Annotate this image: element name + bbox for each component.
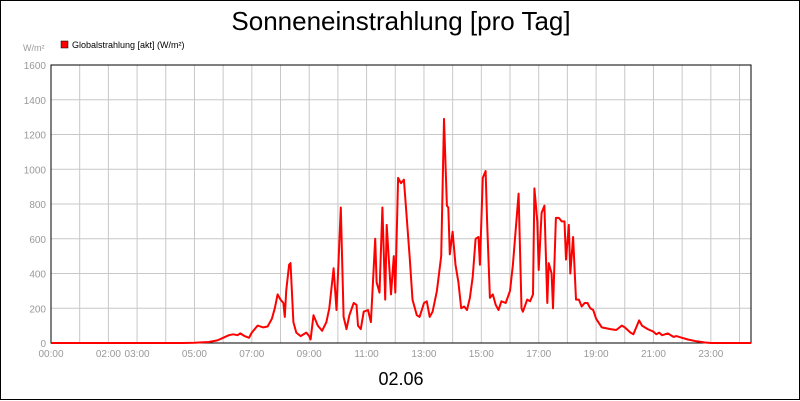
x-tick-label: 17:00 — [526, 349, 551, 360]
chart-title: Sonneneinstrahlung [pro Tag] — [231, 6, 570, 36]
x-tick-label: 00:00 — [38, 349, 63, 360]
plot-area — [50, 64, 752, 344]
y-unit-label: W/m² — [23, 43, 45, 53]
y-tick-label: 1200 — [24, 131, 47, 142]
y-tick-label: 1600 — [24, 61, 47, 72]
y-tick-label: 200 — [29, 304, 46, 315]
y-tick-label: 800 — [29, 200, 46, 211]
date-label: 02.06 — [378, 369, 423, 389]
y-tick-label: 600 — [29, 235, 46, 246]
x-tick-label: 23:00 — [698, 349, 723, 360]
series-line-globalstrahlung — [51, 117, 751, 344]
y-axis: 0 200 400 600 800 1000 1200 1400 1600 — [24, 61, 47, 350]
grid-layer — [51, 65, 751, 343]
legend-swatch — [60, 40, 69, 49]
x-tick-label: 11:00 — [354, 349, 379, 360]
x-tick-label: 07:00 — [239, 349, 264, 360]
x-tick-label: 09:00 — [297, 349, 322, 360]
y-tick-label: 1000 — [24, 165, 47, 176]
x-tick-label: 19:00 — [584, 349, 609, 360]
y-tick-label: 400 — [29, 270, 46, 281]
y-tick-label: 1400 — [24, 96, 47, 107]
series-layer — [51, 117, 751, 344]
x-tick-label: 02:00 — [96, 349, 121, 360]
x-tick-label: 13:00 — [411, 349, 436, 360]
x-tick-label: 15:00 — [469, 349, 494, 360]
x-axis: 00:00 02:00 03:00 05:00 07:00 09:00 11:00 13:00… — [38, 349, 723, 360]
x-tick-label: 05:00 — [182, 349, 207, 360]
legend-entry: Globalstrahlung [akt] (W/m²) — [72, 40, 185, 50]
y-tick-label: 0 — [40, 339, 46, 350]
x-tick-label: 21:00 — [641, 349, 666, 360]
x-tick-label: 03:00 — [125, 349, 150, 360]
